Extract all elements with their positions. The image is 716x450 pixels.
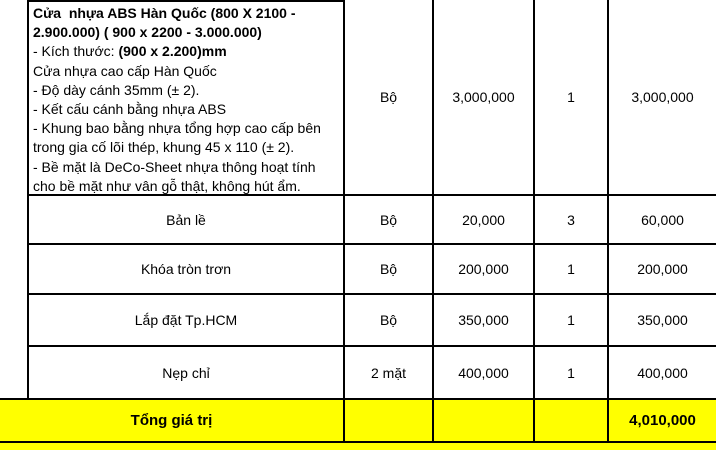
item-unit-cell: Bộ bbox=[343, 245, 432, 295]
item-name-cell: Lắp đặt Tp.HCM bbox=[27, 295, 343, 347]
left-margin bbox=[0, 245, 27, 295]
left-margin bbox=[0, 347, 27, 398]
item-unit-price-cell: 200,000 bbox=[432, 245, 533, 295]
product-unit-price-cell: 3,000,000 bbox=[432, 0, 533, 196]
size-label: - Kích thước: bbox=[33, 43, 119, 60]
total-quantity-cell bbox=[533, 398, 607, 443]
yellow-strip bbox=[0, 443, 716, 450]
left-margin bbox=[0, 196, 27, 245]
product-detail-line: - Độ dày cánh 35mm (± 2). bbox=[33, 81, 200, 98]
left-margin bbox=[0, 295, 27, 347]
product-detail-line: - Kết cấu cánh bằng nhựa ABS bbox=[33, 101, 227, 118]
item-name-cell: Bản lề bbox=[27, 196, 343, 245]
product-size-line: - Kích thước: (900 x 2.200)mm bbox=[33, 42, 339, 61]
item-amount-cell: 60,000 bbox=[607, 196, 716, 245]
product-description-cell: Cửa nhựa ABS Hàn Quốc (800 X 2100 - 2.90… bbox=[27, 0, 343, 196]
item-quantity-cell: 3 bbox=[533, 196, 607, 245]
product-detail-line: Cửa nhựa cao cấp Hàn Quốc bbox=[33, 62, 217, 79]
item-amount-cell: 350,000 bbox=[607, 295, 716, 347]
item-unit-cell: 2 mặt bbox=[343, 347, 432, 398]
total-amount-cell: 4,010,000 bbox=[607, 398, 716, 443]
item-quantity-cell: 1 bbox=[533, 295, 607, 347]
product-detail-line: - Bề mặt là DeCo-Sheet nhựa thông hoạt t… bbox=[33, 158, 320, 194]
item-name-cell: Khóa tròn trơn bbox=[27, 245, 343, 295]
product-title: Cửa nhựa ABS Hàn Quốc (800 X 2100 - 2.90… bbox=[33, 5, 300, 41]
total-label-cell: Tổng giá trị bbox=[0, 398, 343, 443]
item-unit-price-cell: 20,000 bbox=[432, 196, 533, 245]
product-quantity-cell: 1 bbox=[533, 0, 607, 196]
product-amount-cell: 3,000,000 bbox=[607, 0, 716, 196]
item-quantity-cell: 1 bbox=[533, 245, 607, 295]
product-detail-line: - Khung bao bằng nhựa tổng hợp cao cấp b… bbox=[33, 120, 325, 156]
item-unit-price-cell: 400,000 bbox=[432, 347, 533, 398]
left-margin bbox=[0, 0, 27, 196]
size-value: (900 x 2.200)mm bbox=[118, 43, 227, 60]
item-unit-cell: Bộ bbox=[343, 295, 432, 347]
item-name-cell: Nẹp chỉ bbox=[27, 347, 343, 398]
item-quantity-cell: 1 bbox=[533, 347, 607, 398]
item-amount-cell: 200,000 bbox=[607, 245, 716, 295]
item-unit-price-cell: 350,000 bbox=[432, 295, 533, 347]
total-unit-price-cell bbox=[432, 398, 533, 443]
item-unit-cell: Bộ bbox=[343, 196, 432, 245]
product-unit-cell: Bộ bbox=[343, 0, 432, 196]
item-amount-cell: 400,000 bbox=[607, 347, 716, 398]
total-unit-cell bbox=[343, 398, 432, 443]
